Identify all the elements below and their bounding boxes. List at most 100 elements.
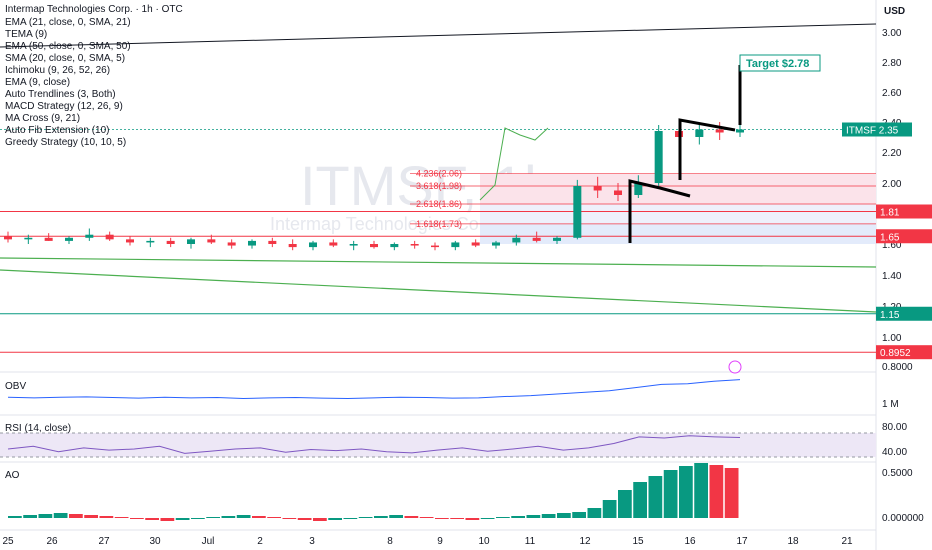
price-badge-text: 1.81 bbox=[880, 208, 900, 219]
x-tick: 17 bbox=[736, 536, 748, 547]
ichimoku-line bbox=[479, 127, 549, 201]
indicator-label[interactable]: Auto Fib Extension (10) bbox=[5, 125, 110, 136]
price-tick: 1.40 bbox=[882, 271, 902, 282]
ao-bar bbox=[267, 517, 281, 518]
ao-bar bbox=[69, 514, 83, 518]
candle-body bbox=[146, 240, 155, 243]
fib-label: 2.618(1.86) bbox=[416, 199, 462, 209]
candle-body bbox=[85, 234, 94, 238]
candle-body bbox=[654, 131, 663, 183]
x-tick: 25 bbox=[2, 536, 14, 547]
price-badge-text: ITMSF 2.35 bbox=[846, 126, 899, 137]
breakout-marker-2 bbox=[678, 118, 736, 180]
indicator-label[interactable]: SMA (20, close, 0, SMA, 5) bbox=[5, 53, 126, 64]
ao-bar bbox=[130, 518, 144, 519]
candle-body bbox=[634, 183, 643, 195]
indicator-label[interactable]: EMA (50, close, 0, SMA, 50) bbox=[5, 41, 131, 52]
price-badge-text: 1.65 bbox=[880, 232, 900, 243]
ao-bar bbox=[297, 518, 312, 520]
candle-body bbox=[695, 129, 704, 137]
x-tick: 15 bbox=[632, 536, 644, 547]
candle-body bbox=[715, 129, 724, 133]
x-tick: Jul bbox=[202, 536, 215, 547]
x-tick: 21 bbox=[841, 536, 853, 547]
x-tick: 27 bbox=[98, 536, 110, 547]
ao-bar bbox=[160, 518, 175, 521]
ao-bar bbox=[53, 513, 68, 518]
ao-bar bbox=[679, 466, 693, 518]
obv-line bbox=[7, 379, 741, 399]
fib-band bbox=[480, 223, 876, 244]
currency-label[interactable]: USD bbox=[884, 6, 906, 17]
candle-body bbox=[268, 240, 277, 244]
x-tick: 9 bbox=[437, 536, 443, 547]
ao-bar bbox=[496, 517, 510, 518]
indicator-label[interactable]: Auto Trendlines (3, Both) bbox=[5, 89, 116, 100]
target-box bbox=[739, 54, 821, 72]
x-tick: 8 bbox=[387, 536, 393, 547]
target-label: Target $2.78 bbox=[746, 58, 809, 70]
ao-bar bbox=[587, 508, 602, 518]
indicator-label[interactable]: MA Cross (9, 21) bbox=[5, 113, 81, 124]
price-badge-text: 0.8952 bbox=[880, 348, 911, 359]
fib-label: 4.236(2.06) bbox=[416, 169, 462, 179]
price-badge bbox=[876, 345, 932, 360]
fib-band bbox=[480, 173, 876, 204]
indicator-label[interactable]: EMA (21, close, 0, SMA, 21) bbox=[5, 17, 131, 28]
ao-bar bbox=[114, 517, 129, 518]
candle-body bbox=[512, 237, 521, 243]
candle-body bbox=[309, 242, 317, 248]
candle-body bbox=[65, 237, 73, 241]
candle-body bbox=[736, 129, 744, 133]
candle-body bbox=[227, 242, 236, 246]
price-badge bbox=[876, 229, 932, 244]
price-tick: 2.20 bbox=[882, 148, 902, 159]
price-tick: 3.00 bbox=[882, 28, 902, 39]
obv-pane-label[interactable]: OBV bbox=[5, 381, 27, 392]
ao-bar bbox=[191, 518, 205, 519]
candle-body bbox=[329, 242, 338, 246]
event-icon bbox=[728, 360, 742, 374]
indicator-label[interactable]: EMA (9, close) bbox=[5, 77, 71, 88]
rsi-pane-label[interactable]: RSI (14, close) bbox=[5, 423, 72, 434]
candle-body bbox=[431, 245, 439, 248]
x-tick: 16 bbox=[684, 536, 696, 547]
candle-body bbox=[126, 239, 134, 243]
ao-bar bbox=[8, 516, 22, 518]
ao-bar bbox=[709, 465, 724, 518]
indicator-label[interactable]: MACD Strategy (12, 26, 9) bbox=[5, 101, 123, 112]
fib-label: 3.618(1.98) bbox=[416, 181, 462, 191]
candle-body bbox=[288, 244, 297, 248]
ao-bar bbox=[145, 518, 159, 520]
candle-body bbox=[573, 186, 582, 238]
candle-body bbox=[207, 239, 216, 243]
ao-bar bbox=[511, 516, 525, 518]
price-tick: 1.00 bbox=[882, 333, 902, 344]
ao-bar bbox=[663, 470, 678, 518]
ao-bar bbox=[99, 516, 114, 518]
candle-body bbox=[4, 236, 12, 240]
ao-pane-label[interactable]: AO bbox=[5, 470, 20, 481]
indicator-label[interactable]: TEMA (9) bbox=[5, 29, 48, 40]
ao-bar bbox=[206, 517, 220, 518]
candle-body bbox=[166, 240, 175, 244]
symbol-title: Intermap Technologies Corp. · 1h · OTC bbox=[5, 4, 183, 15]
price-tick: 1.60 bbox=[882, 240, 902, 251]
ao-bar bbox=[252, 516, 266, 518]
ao-bar bbox=[221, 516, 236, 518]
price-badge bbox=[842, 122, 912, 137]
ao-bar bbox=[313, 518, 327, 521]
indicator-label[interactable]: Ichimoku (9, 26, 52, 26) bbox=[5, 65, 111, 76]
ao-bar bbox=[648, 476, 663, 518]
ao-bar bbox=[236, 515, 251, 518]
ao-bar bbox=[38, 514, 53, 518]
rsi-band bbox=[0, 433, 876, 457]
candle-body bbox=[553, 237, 561, 241]
candle-body bbox=[471, 242, 480, 246]
ao-bar bbox=[694, 463, 708, 518]
ao-tick: 0.5000 bbox=[882, 468, 913, 479]
candle-body bbox=[370, 244, 378, 248]
trendline-green bbox=[0, 257, 877, 268]
indicator-label[interactable]: Greedy Strategy (10, 10, 5) bbox=[5, 137, 127, 148]
